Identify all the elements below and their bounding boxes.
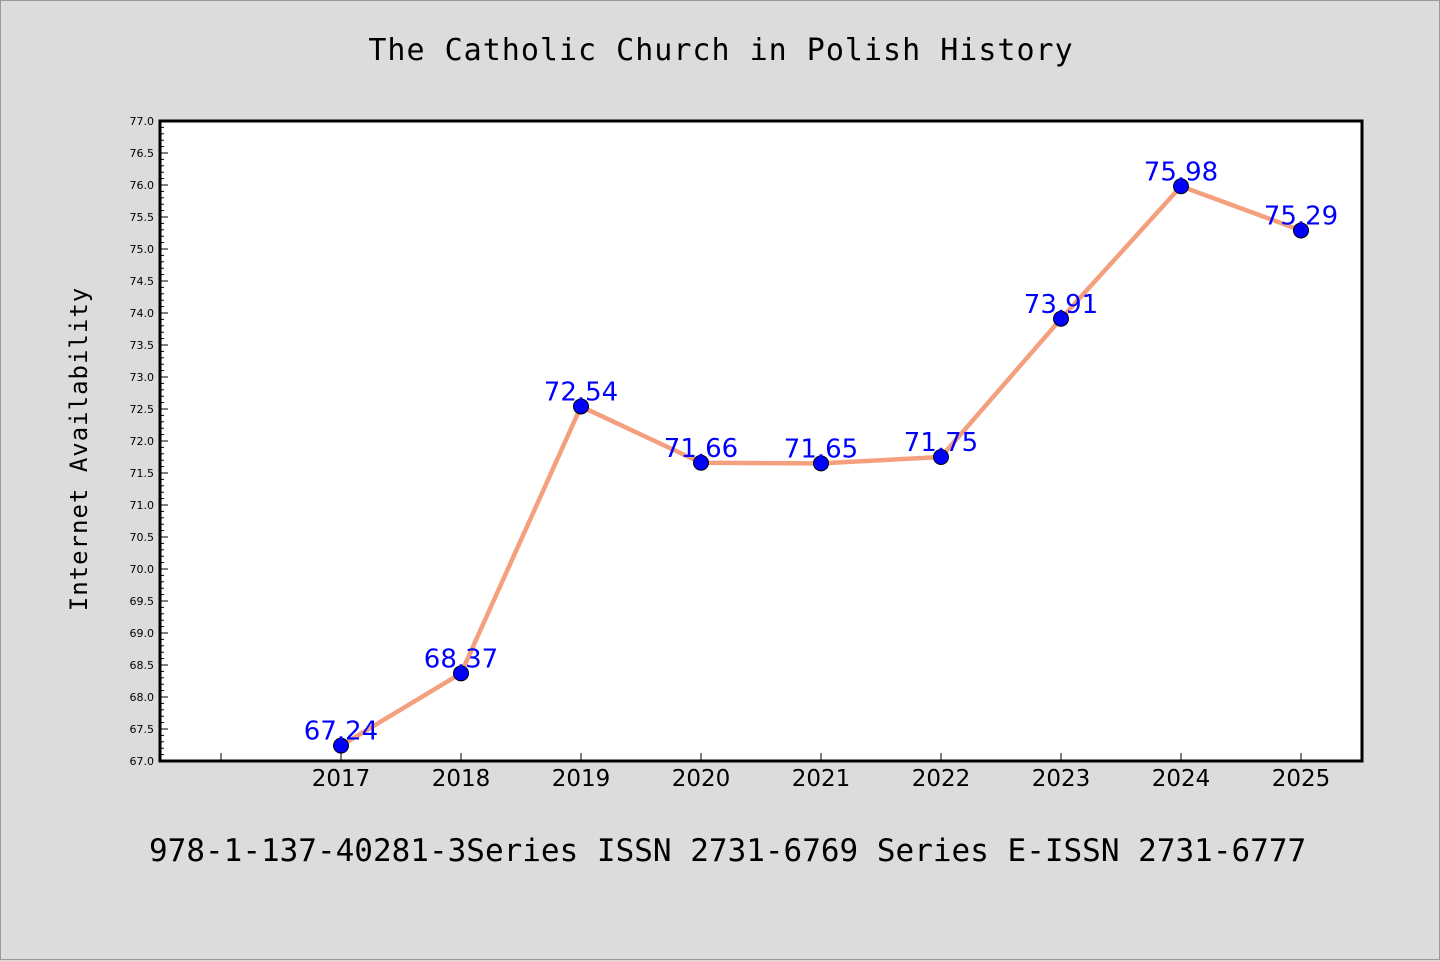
data-label: 67.24: [304, 717, 378, 747]
data-point: [933, 449, 949, 465]
data-point: [1173, 178, 1189, 195]
y-tick-label: 68.5: [130, 659, 155, 672]
data-point: [693, 454, 709, 471]
y-tick-label: 76.5: [130, 147, 155, 160]
y-axis-ticks: 67.0 67.5 68.0 68.5 69.0 69.5 70.0 70.5 71.0 71.5…: [130, 115, 168, 768]
y-tick-label: 68.0: [130, 691, 155, 704]
y-tick-label: 67.0: [130, 755, 155, 768]
y-tick-label: 69.5: [130, 595, 155, 608]
y-tick-label: 71.5: [130, 467, 155, 480]
x-tick-label: 2025: [1272, 766, 1331, 792]
y-tick-label: 70.5: [130, 531, 155, 544]
x-tick-label: 2019: [552, 766, 611, 792]
x-tick-label: 2024: [1152, 766, 1211, 792]
data-point: [573, 398, 589, 415]
data-label: 75.29: [1264, 201, 1338, 231]
data-labels: 67.24 68.37 72.54 71.66 71.65 71.75 73.91 75.98…: [304, 157, 1338, 746]
data-label: 72.54: [544, 377, 618, 407]
x-tick-label: 2018: [432, 766, 491, 792]
data-point: [1053, 310, 1069, 327]
y-tick-label: 75.5: [130, 211, 155, 224]
y-tick-label: 73.0: [130, 371, 155, 384]
y-tick-label: 74.0: [130, 307, 155, 320]
y-tick-label: 69.0: [130, 627, 155, 640]
data-markers: [333, 178, 1309, 754]
y-tick-label: 71.0: [130, 499, 155, 512]
y-tick-label: 70.0: [130, 563, 155, 576]
x-tick-label: 2021: [792, 766, 851, 792]
y-tick-label: 72.0: [130, 435, 155, 448]
data-point: [333, 737, 349, 754]
x-tick-label: 2022: [912, 766, 971, 792]
data-point: [1293, 222, 1309, 239]
footer-isbn-text: 978-1-137-40281-3Series ISSN 2731-6769 S…: [149, 833, 1307, 869]
y-tick-label: 76.0: [130, 179, 155, 192]
x-tick-label: 2020: [672, 766, 731, 792]
y-tick-label: 72.5: [130, 403, 155, 416]
chart-title: The Catholic Church in Polish History: [368, 33, 1074, 68]
data-label: 73.91: [1024, 290, 1098, 320]
x-tick-label: 2017: [312, 766, 371, 792]
x-tick-label: 2023: [1032, 766, 1091, 792]
y-axis-label: Internet Availability: [65, 287, 93, 611]
y-tick-label: 74.5: [130, 275, 155, 288]
x-axis-ticks: 2017 2018 2019 2020 2021 2022 2023 2024 2025: [220, 753, 1331, 792]
data-label: 71.66: [664, 434, 738, 464]
data-point: [813, 455, 829, 472]
data-label: 71.65: [784, 434, 858, 464]
y-tick-label: 67.5: [130, 723, 155, 736]
plot-area: [158, 119, 1364, 763]
data-label: 68.37: [424, 644, 498, 674]
data-point: [453, 665, 469, 682]
y-tick-label: 73.5: [130, 339, 155, 352]
data-label: 71.75: [904, 428, 978, 458]
y-tick-label: 75.0: [130, 243, 155, 256]
data-label: 75.98: [1144, 157, 1218, 187]
y-tick-label: 77.0: [130, 115, 155, 128]
